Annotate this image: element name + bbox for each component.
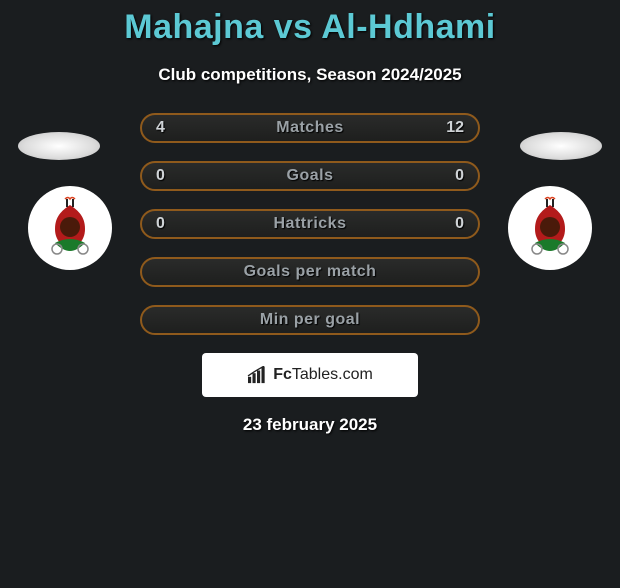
stat-left-value: 0 (156, 215, 165, 233)
stat-label: Min per goal (260, 311, 360, 329)
stat-label: Matches (276, 119, 344, 137)
stat-right-value: 0 (455, 215, 464, 233)
stat-left-value: 0 (156, 167, 165, 185)
brand-box[interactable]: FcTables.com (202, 353, 418, 397)
stat-right-value: 12 (446, 119, 464, 137)
brand-text: FcTables.com (273, 366, 373, 384)
page-title: Mahajna vs Al-Hdhami (0, 8, 620, 47)
player-pill-left (18, 132, 100, 160)
subtitle: Club competitions, Season 2024/2025 (0, 65, 620, 85)
stat-right-value: 0 (455, 167, 464, 185)
stat-bar-min-per-goal: Min per goal (140, 305, 480, 335)
club-crest-right (508, 186, 592, 270)
stat-label: Hattricks (274, 215, 347, 233)
stat-label: Goals per match (244, 263, 377, 281)
player-pill-right (520, 132, 602, 160)
stat-bar-matches: 4 Matches 12 (140, 113, 480, 143)
stat-bar-hattricks: 0 Hattricks 0 (140, 209, 480, 239)
club-crest-left (28, 186, 112, 270)
chart-icon (247, 366, 267, 384)
stat-left-value: 4 (156, 119, 165, 137)
stat-label: Goals (287, 167, 334, 185)
stat-bar-goals-per-match: Goals per match (140, 257, 480, 287)
date-label: 23 february 2025 (0, 415, 620, 435)
stat-bar-goals: 0 Goals 0 (140, 161, 480, 191)
